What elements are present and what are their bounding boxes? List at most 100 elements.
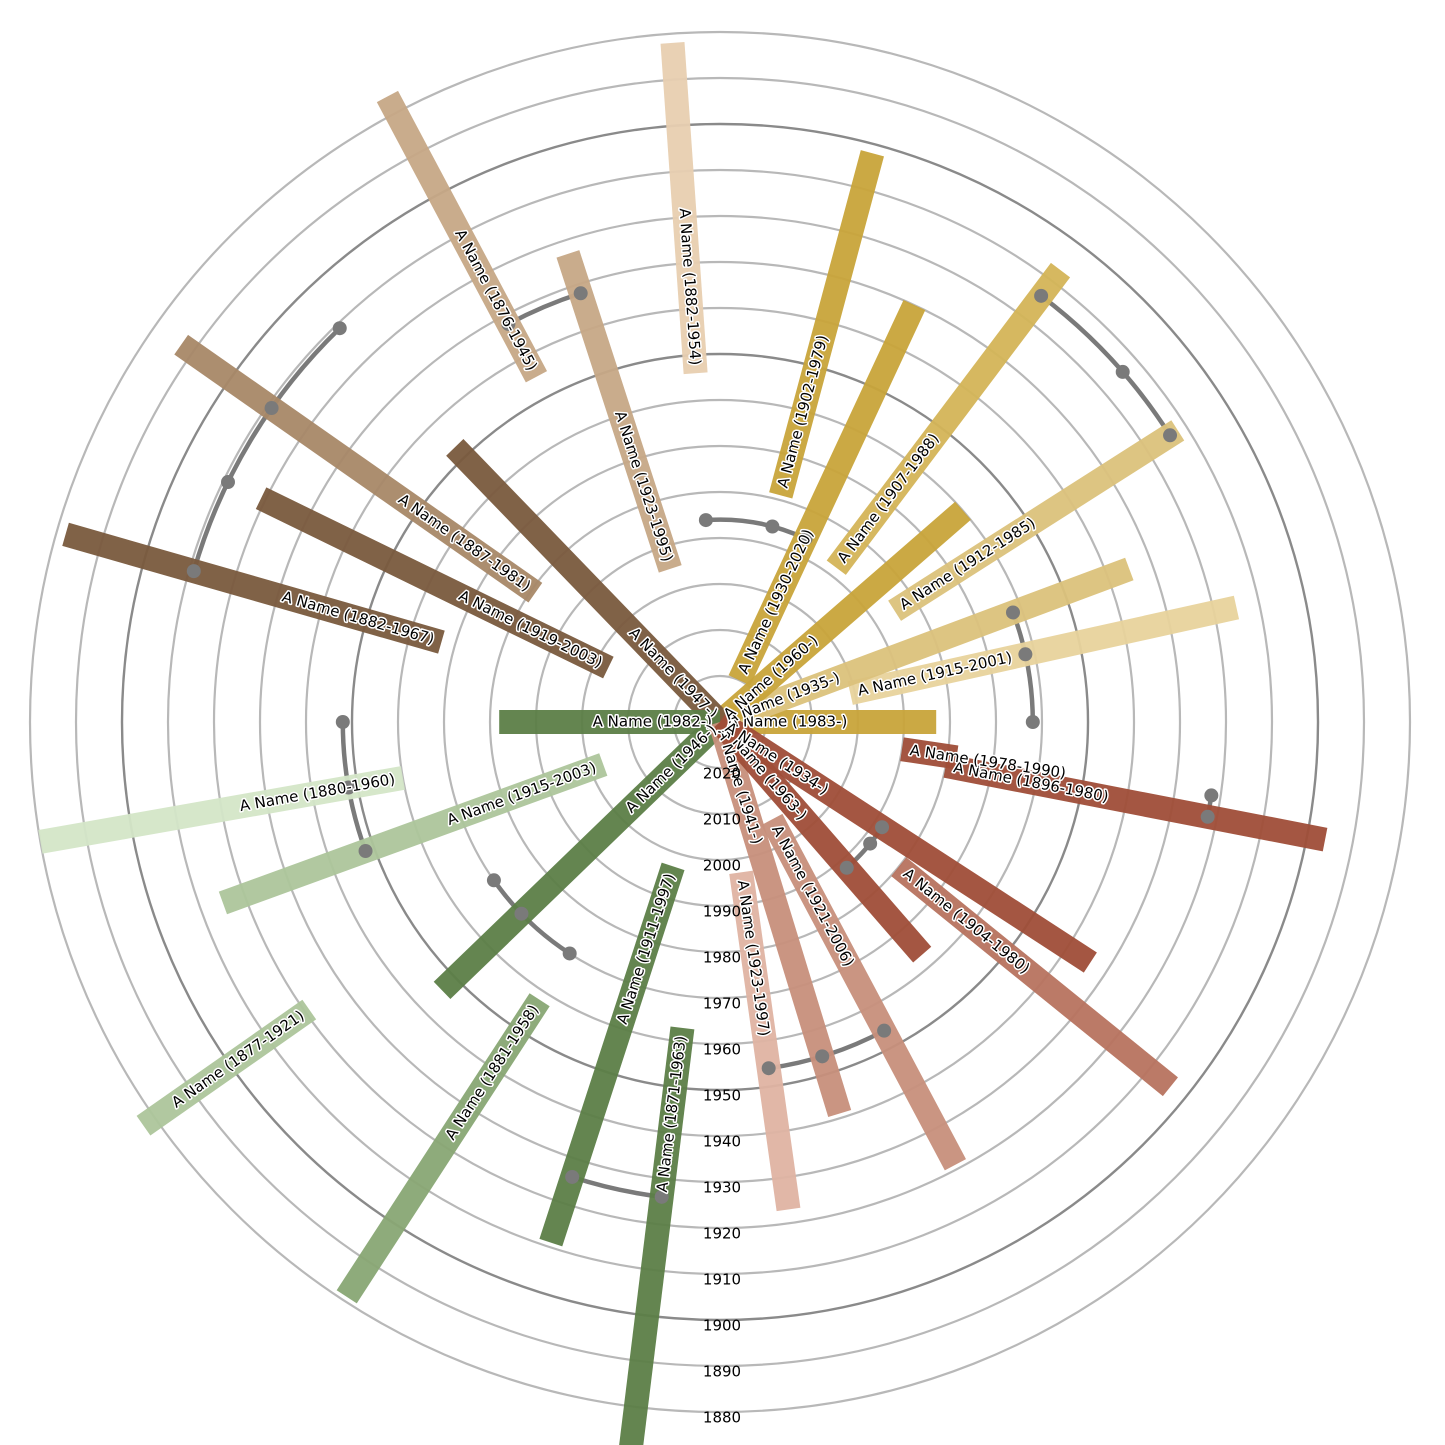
lifespan-bar [136,999,317,1136]
family-connector-arc [191,325,342,574]
connector-dot [358,844,373,859]
lifespan-bar [761,813,966,1171]
year-ring-1920 [212,214,1228,1230]
lifespan-bar [556,250,682,573]
connector-dot [573,286,588,301]
year-ring-1980 [488,490,952,954]
connector-dot [765,519,780,534]
year-ring-1890 [74,76,1366,1368]
lifespan-label: A Name (1871-1963) [653,1035,690,1194]
year-ring-1910 [166,168,1274,1276]
lifespan-bar [713,711,1097,973]
year-tick-labels: 2020 2010 2000 1990 1980 1970 1960 1950 1940 1930… [703,765,741,1427]
year-tick-label: 1890 [703,1363,741,1381]
connector-dots [186,286,1219,1204]
family-connector-arc [703,517,808,541]
lifespan-label: A Name (1947-) [625,624,721,722]
connector-dot [875,820,890,835]
year-tick-label: 1940 [703,1133,741,1151]
lifespan-bar [729,870,801,1212]
connector-dot [341,780,356,795]
year-tick-label: 1950 [703,1087,741,1105]
year-tick-label: 1980 [703,949,741,967]
connector-dot [514,906,529,921]
lifespan-bar [660,42,708,375]
lifespan-bar [891,857,1178,1097]
lifespan-label: A Name (1882-1967) [280,587,436,648]
connector-dot [562,946,577,961]
lifespan-bar [728,300,926,686]
year-tick-label: 1900 [703,1317,741,1335]
connector-dot [1115,364,1130,379]
lifespan-bar [174,334,543,603]
lifespan-bar [218,753,608,915]
lifespan-label: A Name (1911-1997) [613,871,679,1026]
lifespan-bar [619,1026,695,1445]
lifespan-bars [38,42,1328,1445]
lifespan-label: A Name (1982-) [593,713,712,731]
connector-dot [1005,605,1020,620]
year-ring-1970 [442,444,998,1000]
lifespan-bar [433,713,729,1000]
lifespan-label: A Name (1876-1945) [451,226,541,374]
year-ring-1930 [258,260,1182,1184]
connector-dot [863,836,878,851]
lifespan-label: A Name (1877-1921) [168,1006,307,1111]
year-tick-label: 1910 [703,1271,741,1289]
connector-dot [1034,288,1049,303]
year-ring-1900 [120,122,1320,1322]
connector-dot [761,1061,776,1076]
year-tick-label: 1930 [703,1179,741,1197]
connector-dot [332,321,347,336]
family-connector-arc [1038,293,1173,438]
family-connector-arc [569,1174,664,1200]
lifespan-bar [62,522,445,654]
lifespan-bar [943,754,1328,852]
year-tick-label: 2000 [703,857,741,875]
lifespan-labels: A Name (1983-)A Name (1915-2001)A Name (… [167,206,1112,1195]
connector-dot [1018,647,1033,662]
lifespan-bar [715,557,1134,734]
year-tick-label: 1960 [703,1041,741,1059]
year-ring-1940 [304,306,1136,1138]
lifespan-bar [900,737,959,770]
connector-dot [221,475,236,490]
lifespan-bar [769,150,884,499]
lifespan-label: A Name (1915-2003) [445,758,599,829]
lifespan-label: A Name (1983-) [728,713,847,731]
year-ring-1960 [396,398,1044,1046]
connector-dot [1025,715,1040,729]
connector-dot [654,1189,669,1204]
lifespan-bar [826,262,1071,575]
connector-dot [1204,788,1219,803]
year-tick-label: 1920 [703,1225,741,1243]
year-tick-label: 1880 [703,1409,741,1427]
connector-dot [877,1023,892,1038]
connector-dot [565,1169,580,1184]
connector-dot [501,316,516,331]
connector-dot [186,564,201,579]
connector-dot [264,401,279,416]
lifespan-bar [336,993,550,1304]
lifespan-bar [847,595,1240,705]
connector-dot [1200,809,1215,824]
connector-dot [815,1049,830,1064]
connector-dot [839,860,854,875]
connector-dot [335,715,350,729]
year-tick-label: 1970 [703,995,741,1013]
year-tick-label: 1990 [703,903,741,921]
connector-dot [1163,428,1178,443]
connector-dot [698,513,713,528]
lifespan-bar [255,487,614,679]
year-ring-1950 [350,352,1090,1092]
year-tick-label: 2020 [703,765,741,783]
connector-dot [798,531,813,546]
year-tick-label: 2010 [703,811,741,829]
lifespan-bar [708,718,852,1118]
lifespan-bar [888,420,1185,621]
year-rings [28,30,1412,1414]
lifespan-bar [710,714,932,963]
lifespan-bar [712,501,971,732]
lifespan-label: A Name (1923-1995) [611,409,677,564]
